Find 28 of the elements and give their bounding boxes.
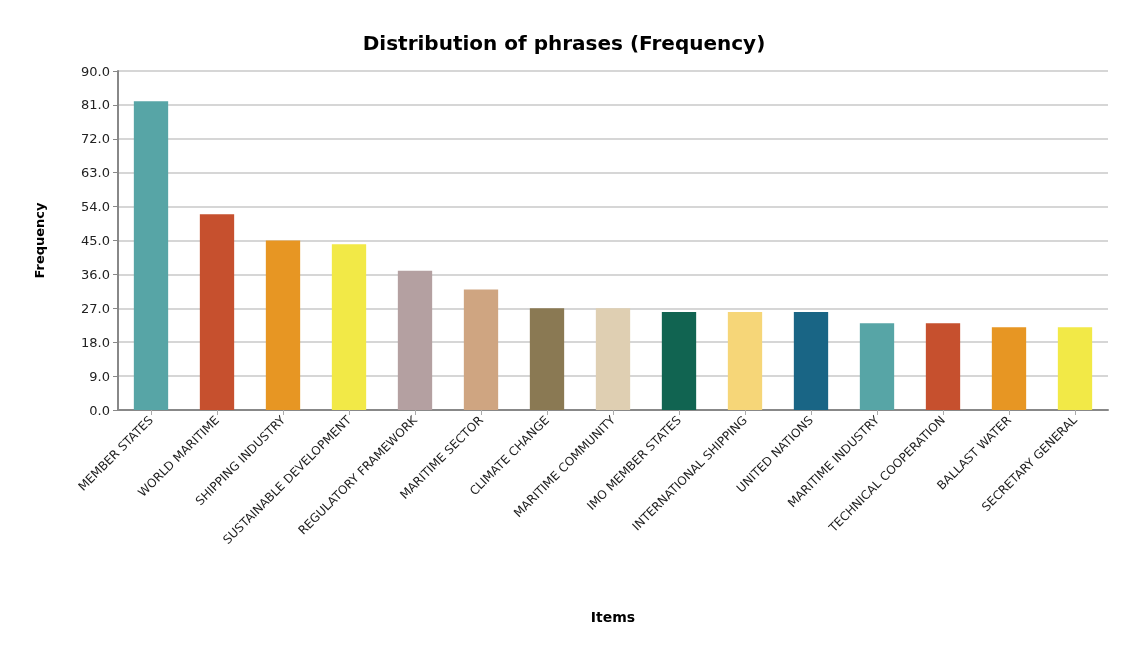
bar bbox=[925, 323, 961, 410]
y-tick-label: 27.0 bbox=[81, 300, 110, 316]
y-tick-label: 63.0 bbox=[81, 165, 110, 181]
bar bbox=[661, 312, 697, 410]
y-tick-label: 18.0 bbox=[81, 334, 110, 350]
bar bbox=[595, 308, 631, 410]
bar bbox=[1057, 327, 1093, 410]
y-tick-label: 54.0 bbox=[81, 199, 110, 215]
y-tick-label: 0.0 bbox=[89, 402, 110, 418]
y-tick-label: 72.0 bbox=[81, 131, 110, 147]
bar bbox=[727, 312, 763, 410]
bar bbox=[265, 240, 301, 410]
bar bbox=[463, 289, 499, 410]
y-axis-title: Frequency bbox=[32, 201, 47, 279]
bar bbox=[199, 214, 235, 410]
bar bbox=[133, 101, 169, 410]
bar bbox=[331, 244, 367, 410]
bar bbox=[859, 323, 895, 410]
bar bbox=[991, 327, 1027, 410]
y-tick-label: 36.0 bbox=[81, 266, 110, 282]
bar bbox=[529, 308, 565, 410]
y-tick-label: 9.0 bbox=[89, 368, 110, 384]
x-axis-title: Items bbox=[590, 609, 636, 625]
y-tick-label: 90.0 bbox=[81, 63, 110, 79]
y-tick-label: 45.0 bbox=[81, 233, 110, 248]
bar bbox=[793, 312, 829, 410]
chart-title: Distribution of phrases (Frequency) bbox=[362, 31, 766, 55]
y-tick-label: 81.0 bbox=[81, 97, 110, 113]
